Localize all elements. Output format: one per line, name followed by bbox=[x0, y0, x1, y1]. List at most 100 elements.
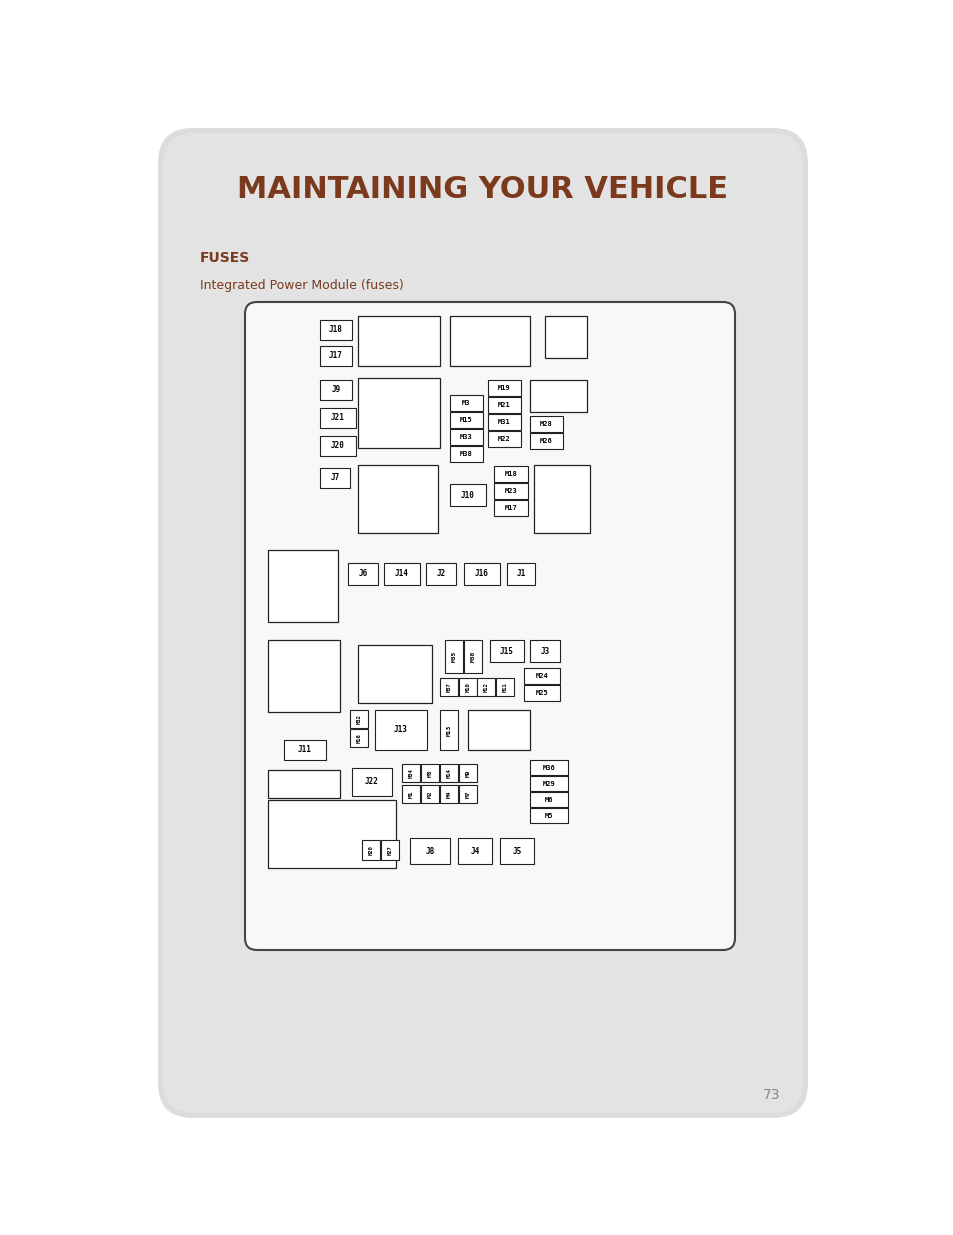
Text: M36: M36 bbox=[542, 764, 555, 771]
Text: M4: M4 bbox=[446, 790, 451, 798]
Bar bbox=[439, 764, 457, 782]
Bar bbox=[352, 768, 392, 797]
Bar bbox=[494, 500, 527, 516]
Text: M9: M9 bbox=[465, 769, 470, 777]
Text: J14: J14 bbox=[395, 569, 409, 578]
Text: M31: M31 bbox=[497, 419, 511, 425]
Text: M33: M33 bbox=[459, 433, 473, 440]
Text: M3: M3 bbox=[462, 400, 470, 406]
Text: M24: M24 bbox=[535, 673, 548, 679]
Text: MAINTAINING YOUR VEHICLE: MAINTAINING YOUR VEHICLE bbox=[237, 175, 728, 205]
Bar bbox=[530, 640, 559, 662]
Bar bbox=[450, 412, 482, 429]
Bar bbox=[494, 466, 527, 482]
Bar bbox=[506, 563, 535, 585]
Bar bbox=[384, 563, 419, 585]
Bar bbox=[490, 640, 523, 662]
Bar bbox=[319, 436, 355, 456]
Bar bbox=[401, 764, 419, 782]
Text: M17: M17 bbox=[504, 505, 517, 511]
Bar bbox=[268, 800, 395, 868]
Bar bbox=[439, 678, 457, 697]
Text: J20: J20 bbox=[331, 441, 345, 451]
Bar bbox=[401, 785, 419, 803]
Text: J5: J5 bbox=[512, 846, 521, 856]
Bar bbox=[530, 760, 567, 776]
Text: J9: J9 bbox=[331, 385, 340, 394]
Bar bbox=[361, 840, 379, 860]
Text: M11: M11 bbox=[502, 682, 507, 692]
Text: FUSES: FUSES bbox=[200, 251, 250, 266]
Bar bbox=[439, 710, 457, 750]
Bar bbox=[450, 429, 482, 445]
Text: J3: J3 bbox=[539, 646, 549, 656]
Bar bbox=[457, 839, 492, 864]
Text: M16: M16 bbox=[356, 734, 361, 743]
Bar bbox=[450, 316, 530, 366]
Bar bbox=[523, 668, 559, 684]
Text: M1: M1 bbox=[408, 790, 413, 798]
Bar bbox=[458, 764, 476, 782]
Bar bbox=[268, 550, 337, 622]
Bar bbox=[319, 468, 350, 488]
Text: M7: M7 bbox=[465, 790, 470, 798]
Bar bbox=[530, 792, 567, 806]
Text: M12: M12 bbox=[483, 682, 488, 692]
Text: M26: M26 bbox=[539, 438, 553, 445]
Bar bbox=[450, 395, 482, 411]
Bar bbox=[463, 640, 481, 673]
Text: J11: J11 bbox=[297, 746, 312, 755]
Bar bbox=[357, 645, 432, 703]
Text: M5: M5 bbox=[544, 813, 553, 819]
Bar bbox=[268, 769, 339, 798]
Bar bbox=[348, 563, 377, 585]
Text: M22: M22 bbox=[497, 436, 511, 442]
Text: M2: M2 bbox=[427, 790, 432, 798]
Text: M10: M10 bbox=[465, 682, 470, 692]
Text: M6: M6 bbox=[544, 797, 553, 803]
Bar bbox=[410, 839, 450, 864]
Bar bbox=[468, 710, 530, 750]
Text: J17: J17 bbox=[329, 352, 342, 361]
Bar bbox=[426, 563, 456, 585]
Text: J16: J16 bbox=[475, 569, 489, 578]
Text: M8: M8 bbox=[427, 769, 432, 777]
Text: J15: J15 bbox=[499, 646, 514, 656]
Bar bbox=[530, 776, 567, 790]
Bar bbox=[268, 640, 339, 713]
Bar bbox=[375, 710, 427, 750]
Text: M38: M38 bbox=[459, 451, 473, 457]
Text: M34: M34 bbox=[408, 768, 413, 778]
Bar bbox=[530, 433, 562, 450]
Text: J10: J10 bbox=[460, 490, 475, 499]
Bar bbox=[488, 396, 520, 412]
Text: M28: M28 bbox=[539, 421, 553, 427]
FancyBboxPatch shape bbox=[163, 133, 802, 1113]
Bar bbox=[544, 316, 586, 358]
Bar bbox=[458, 678, 476, 697]
Bar bbox=[476, 678, 495, 697]
FancyBboxPatch shape bbox=[245, 303, 734, 950]
Bar bbox=[357, 316, 439, 366]
Text: 73: 73 bbox=[761, 1088, 780, 1102]
Bar bbox=[530, 808, 567, 823]
Bar bbox=[350, 710, 368, 727]
Bar bbox=[488, 414, 520, 430]
Text: M13: M13 bbox=[446, 725, 451, 736]
Bar bbox=[494, 483, 527, 499]
Text: M19: M19 bbox=[497, 385, 511, 391]
Bar bbox=[350, 729, 368, 747]
Bar bbox=[357, 378, 439, 448]
Text: M32: M32 bbox=[356, 714, 361, 724]
Bar bbox=[463, 563, 499, 585]
Text: J1: J1 bbox=[516, 569, 525, 578]
Bar bbox=[499, 839, 534, 864]
Bar bbox=[319, 380, 352, 400]
Bar bbox=[439, 785, 457, 803]
Text: J18: J18 bbox=[329, 326, 342, 335]
Text: M18: M18 bbox=[504, 471, 517, 477]
Text: M14: M14 bbox=[446, 768, 451, 778]
Text: J4: J4 bbox=[470, 846, 479, 856]
Text: M37: M37 bbox=[446, 682, 451, 692]
Bar bbox=[380, 840, 398, 860]
